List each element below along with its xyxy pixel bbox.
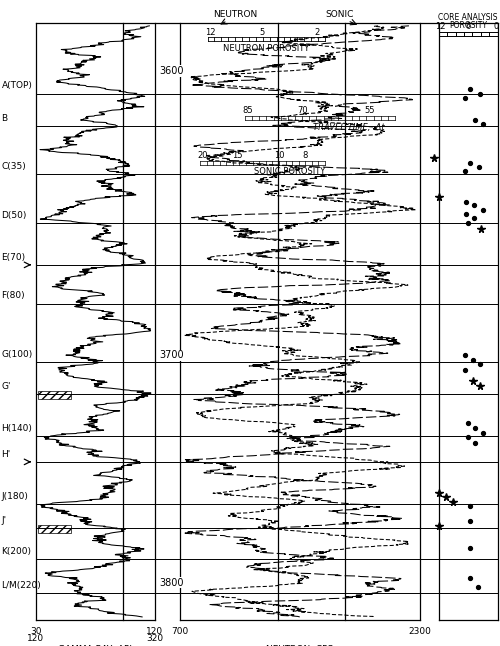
- Text: 70: 70: [297, 106, 308, 115]
- Text: 12: 12: [205, 28, 215, 37]
- Text: 55: 55: [365, 106, 375, 115]
- Text: C(35): C(35): [2, 162, 26, 171]
- Text: GAMMA RAY, API: GAMMA RAY, API: [58, 645, 132, 646]
- Text: 3800: 3800: [159, 578, 184, 588]
- Text: NEUTRON, CPS: NEUTRON, CPS: [266, 645, 334, 646]
- Text: J': J': [2, 516, 6, 525]
- Text: K(200): K(200): [2, 547, 32, 556]
- Text: 6: 6: [466, 22, 471, 31]
- Text: CORE ANALYSIS: CORE ANALYSIS: [438, 13, 498, 22]
- Text: H': H': [2, 450, 11, 459]
- Text: 30: 30: [30, 627, 42, 636]
- Text: G(100): G(100): [2, 349, 33, 359]
- Text: 5: 5: [260, 28, 265, 37]
- Text: 3600: 3600: [159, 66, 184, 76]
- Text: E(70): E(70): [2, 253, 25, 262]
- Text: SONIC: SONIC: [326, 10, 354, 19]
- Text: 3700: 3700: [159, 350, 184, 360]
- Text: G': G': [2, 382, 11, 391]
- Text: 8: 8: [302, 151, 308, 160]
- Bar: [38, 391, 70, 399]
- Text: H(140): H(140): [2, 424, 32, 433]
- Text: 10: 10: [274, 151, 284, 160]
- Text: TRAVEL TIME,  Δt: TRAVEL TIME, Δt: [314, 123, 385, 132]
- Text: 120: 120: [146, 627, 164, 636]
- Text: 12: 12: [435, 22, 446, 31]
- Text: F(80): F(80): [2, 291, 25, 300]
- Text: SONIC POROSITY: SONIC POROSITY: [254, 167, 325, 176]
- Text: 15: 15: [232, 151, 243, 160]
- Text: 2: 2: [315, 28, 320, 37]
- Text: D(50): D(50): [2, 211, 27, 220]
- Text: 120: 120: [28, 634, 44, 643]
- Text: 700: 700: [172, 627, 188, 636]
- Text: A(TOP): A(TOP): [2, 81, 32, 90]
- Text: L/M(220): L/M(220): [2, 581, 41, 590]
- Text: 85: 85: [242, 106, 253, 115]
- Text: B: B: [2, 114, 8, 123]
- Text: 320: 320: [146, 634, 164, 643]
- Text: NEUTRON: NEUTRON: [213, 10, 257, 19]
- Text: POROSITY: POROSITY: [449, 21, 487, 30]
- Bar: [38, 525, 70, 533]
- Text: 20: 20: [197, 151, 208, 160]
- Text: NEUTRON POROSITY: NEUTRON POROSITY: [223, 44, 310, 53]
- Text: J(180): J(180): [2, 492, 28, 501]
- Text: 2300: 2300: [408, 627, 432, 636]
- Text: 0: 0: [494, 22, 498, 31]
